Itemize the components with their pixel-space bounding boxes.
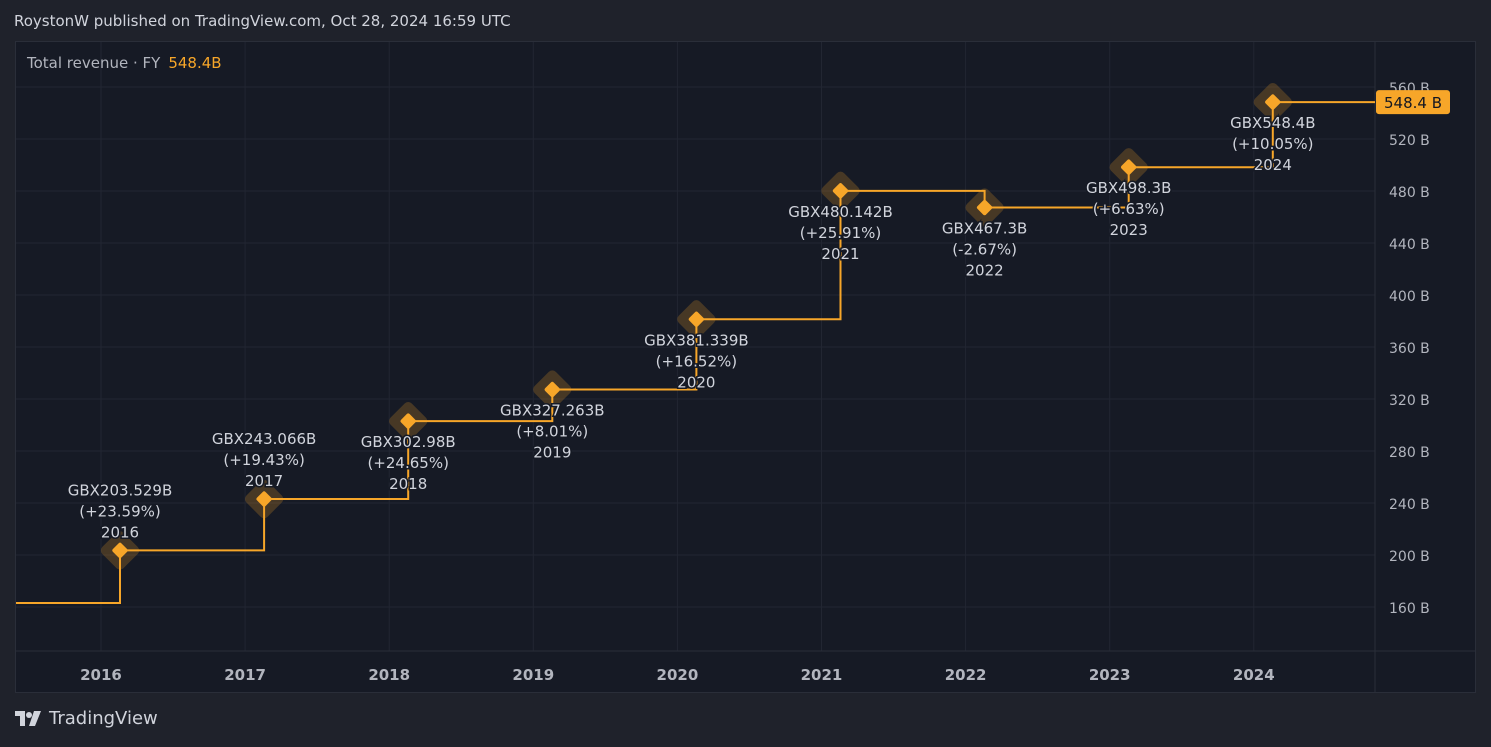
point-year-label: 2020: [677, 373, 715, 391]
data-point-marker: [400, 413, 416, 429]
point-year-label: 2021: [821, 245, 859, 263]
y-tick-label: 360 B: [1389, 341, 1430, 357]
x-tick-label: 2023: [1089, 666, 1131, 684]
last-value-badge: [1376, 90, 1450, 115]
y-tick-label: 480 B: [1389, 185, 1430, 201]
data-point-marker: [976, 199, 993, 216]
point-value-label: GBX327.263B: [500, 402, 605, 420]
y-tick-label: 520 B: [1389, 133, 1430, 149]
x-tick-label: 2022: [945, 666, 987, 684]
x-tick-label: 2021: [801, 666, 843, 684]
point-year-label: 2019: [533, 444, 571, 462]
x-tick-label: 2018: [368, 666, 410, 684]
point-change-label: (+8.01%): [516, 423, 588, 441]
series-legend: Total revenue · FY 548.4B: [27, 54, 222, 72]
y-tick-label: 400 B: [1389, 289, 1430, 305]
point-year-label: 2018: [389, 475, 427, 493]
point-change-label: (-2.67%): [952, 241, 1017, 259]
legend-value: 548.4B: [168, 54, 222, 72]
publisher-line: RoystonW published on TradingView.com, O…: [14, 12, 511, 30]
data-point-marker: [112, 542, 128, 559]
x-tick-label: 2017: [224, 666, 266, 684]
point-value-label: GBX498.3B: [1086, 179, 1171, 197]
point-value-label: GBX243.066B: [212, 430, 317, 448]
x-tick-label: 2024: [1233, 666, 1275, 684]
y-tick-label: 320 B: [1389, 393, 1430, 409]
tradingview-logo-icon: [15, 710, 41, 726]
last-value-label: 548.4 B: [1384, 94, 1442, 112]
x-tick-label: 2020: [657, 666, 699, 684]
data-point-marker: [544, 381, 560, 398]
tradingview-brand[interactable]: TradingView: [15, 708, 158, 729]
point-change-label: (+6.63%): [1093, 200, 1165, 218]
point-change-label: (+19.43%): [223, 451, 304, 469]
y-tick-label: 200 B: [1389, 549, 1430, 565]
point-value-label: GBX381.339B: [644, 331, 749, 349]
y-tick-label: 440 B: [1389, 237, 1430, 253]
point-year-label: 2022: [966, 262, 1004, 280]
point-change-label: (+10.05%): [1232, 135, 1313, 153]
data-point-marker: [832, 183, 849, 199]
x-tick-label: 2019: [512, 666, 554, 684]
point-change-label: (+24.65%): [367, 454, 448, 472]
point-change-label: (+23.59%): [79, 502, 160, 520]
y-tick-label: 160 B: [1389, 601, 1430, 617]
point-value-label: GBX480.142B: [788, 203, 893, 221]
data-point-marker: [1265, 94, 1281, 110]
chart-panel[interactable]: [15, 41, 1476, 693]
y-tick-label: 280 B: [1389, 445, 1430, 461]
legend-label: Total revenue · FY: [27, 54, 161, 72]
point-year-label: 2017: [245, 472, 283, 490]
brand-name: TradingView: [49, 708, 158, 729]
point-change-label: (+25.91%): [800, 224, 881, 242]
point-value-label: GBX203.529B: [68, 481, 173, 499]
point-value-label: GBX548.4B: [1230, 114, 1315, 132]
point-change-label: (+16.52%): [656, 352, 737, 370]
y-tick-label: 240 B: [1389, 497, 1430, 513]
data-point-marker: [256, 491, 272, 507]
point-value-label: GBX302.98B: [361, 433, 456, 451]
data-point-marker: [688, 311, 705, 327]
point-year-label: 2023: [1110, 221, 1148, 239]
point-year-label: 2024: [1254, 156, 1292, 174]
point-value-label: GBX467.3B: [942, 220, 1027, 238]
x-tick-label: 2016: [80, 666, 122, 684]
data-point-marker: [1121, 159, 1137, 175]
point-year-label: 2016: [101, 523, 139, 541]
